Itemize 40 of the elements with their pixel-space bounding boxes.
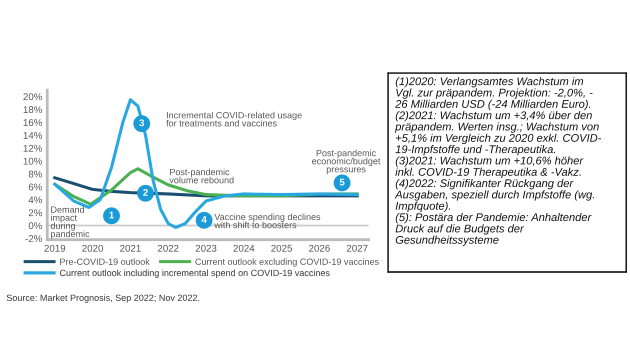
annotation: 2 — [143, 189, 148, 196]
annotation: Demand impact during pandemic — [50, 206, 90, 239]
x-tick-label: 2024 — [233, 244, 254, 252]
x-tick-label: 2023 — [196, 244, 216, 252]
annotation: Vaccine spending declines with shift to boosters — [214, 213, 320, 228]
y-tick-label: 6% — [28, 184, 42, 190]
y-tick-label: 0% — [28, 222, 42, 230]
text: (2)2021: Wachstum um +3,4% über den präpandem. Werten insg.; Wachstum von +5,1% im Vergleich zu 2020 exkl. COVID- 19-Impfstoffe und -Therapeutika. — [394, 111, 602, 156]
x-tick-label: 2027 — [346, 244, 368, 252]
annotation: 4 — [202, 216, 207, 223]
annotation: Post-pandemic volume rebound — [169, 168, 234, 184]
y-tick-label: 14% — [24, 132, 42, 139]
x-tick-label: 2026 — [309, 244, 330, 252]
x-tick-label: 2025 — [271, 244, 292, 252]
y-tick-label: 8% — [28, 170, 42, 178]
x-tick-label: 2021 — [120, 244, 141, 252]
annotation: Post-pandemic economic/budget pressures — [312, 150, 380, 174]
annotation: 1 — [109, 212, 114, 218]
legend-label: Current outlook including incremental spend on COVID-19 vaccines — [60, 269, 330, 278]
y-tick-label: 4% — [28, 196, 42, 204]
y-tick-label: 20% — [23, 93, 42, 100]
x-tick-label: 2020 — [82, 244, 104, 252]
legend-label: Pre-COVID-19 outlook — [60, 258, 150, 265]
y-tick-label: 16% — [24, 119, 42, 126]
y-tick-label: -2% — [26, 235, 42, 242]
legend-label: Current outlook excluding COVID-19 vaccines — [195, 258, 379, 267]
x-tick-label: 2019 — [44, 244, 66, 252]
y-tick-label: 18% — [24, 106, 42, 114]
text: (5): Postära der Pandemie: Anhaltender Druck auf die Budgets der Gesundheitssysteme — [396, 212, 592, 246]
x-tick-label: 2022 — [158, 244, 179, 252]
text: (1)2020: Verlangsamtes Wachstum im Vgl. zur präpandem. Projektion: -2,0%, - 26 Milliarden USD (-24 Milliarden Euro). — [395, 77, 593, 110]
annotation: Incremental COVID-related usage for treatments and vaccines — [166, 112, 302, 126]
y-tick-label: 10% — [24, 158, 42, 165]
text: (3)2021: Wachstum um +10,6% höher inkl. COVID-19 Therapeutika & -Vakz. — [395, 156, 584, 178]
text: (4)2022: Signifikanter Rückgang der Ausgaben, speziell durch Impfstoffe (wg. Impfquote). — [394, 178, 594, 212]
annotation: 3 — [139, 119, 144, 126]
annotation: 5 — [340, 178, 345, 186]
y-tick-label: 2% — [28, 209, 42, 216]
source-note: Source: Market Prognosis, Sep 2022; Nov 2022. — [6, 294, 200, 303]
y-tick-label: 12% — [24, 144, 42, 152]
